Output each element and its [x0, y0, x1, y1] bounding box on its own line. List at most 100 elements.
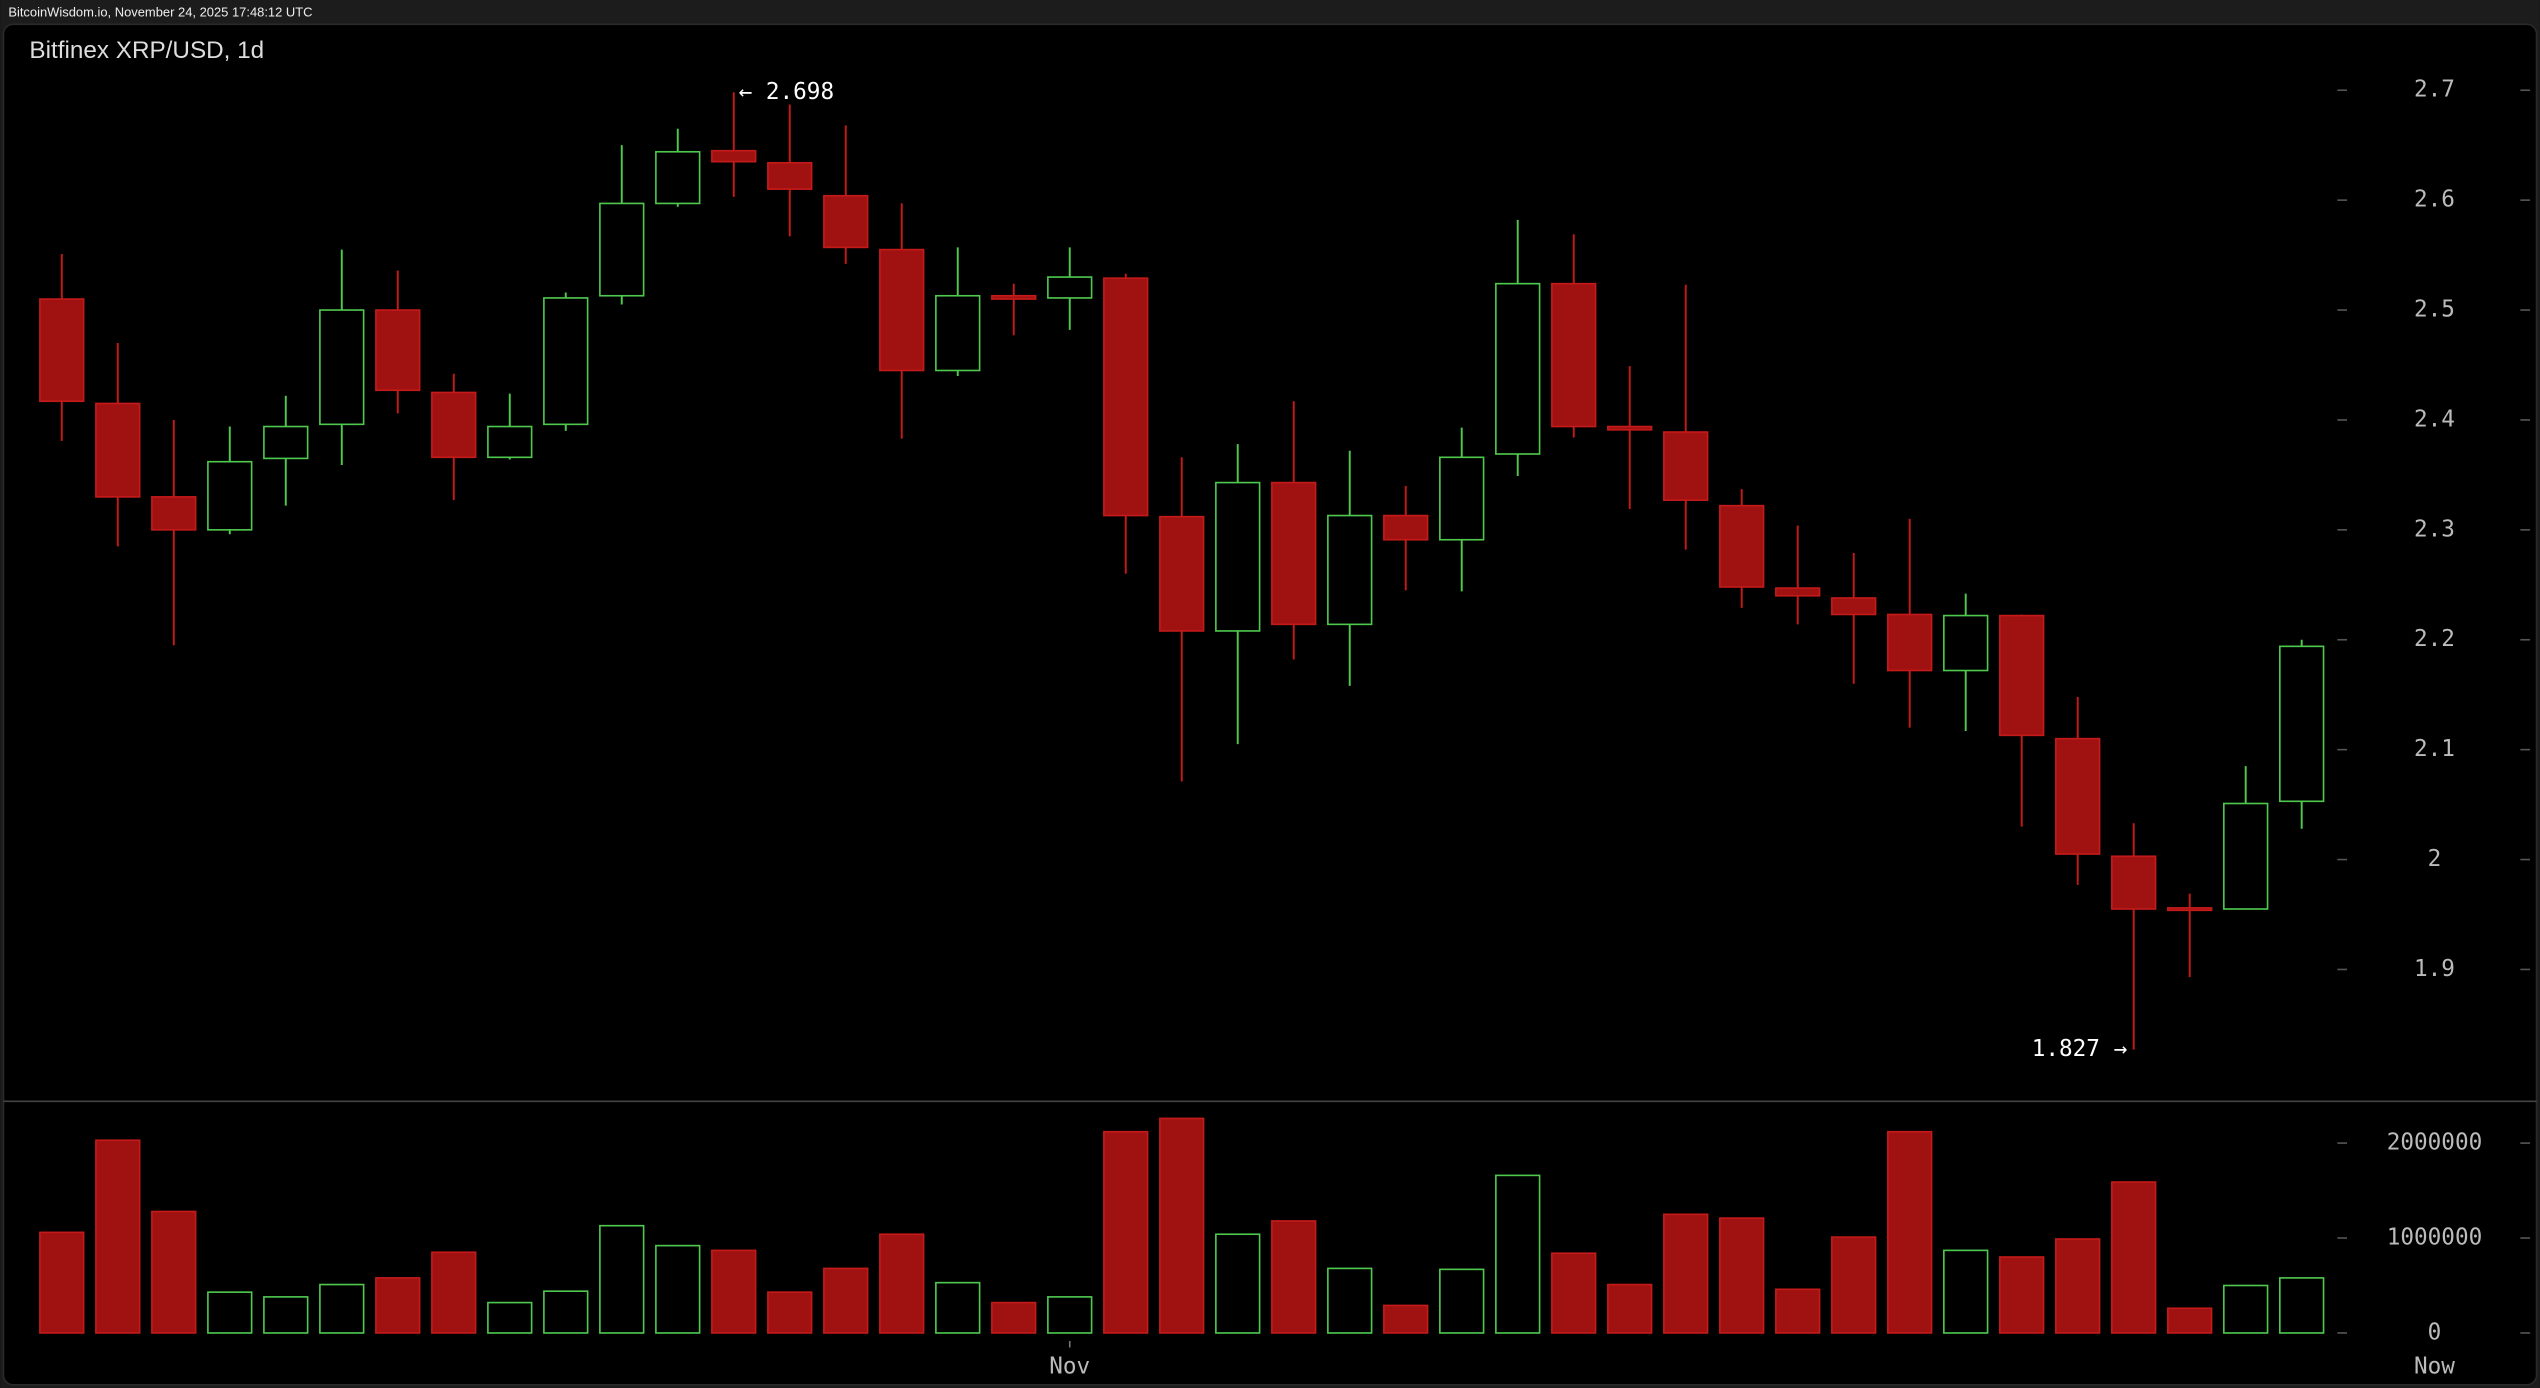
volume-bar	[1439, 1268, 1485, 1334]
candle-body	[95, 402, 141, 498]
volume-bar	[1943, 1249, 1989, 1334]
candle-body	[1383, 514, 1429, 541]
volume-bar	[319, 1283, 365, 1334]
candle-body	[375, 309, 421, 392]
volume-bar	[1775, 1288, 1821, 1334]
candle-body	[1663, 431, 1709, 501]
candle-body	[991, 294, 1037, 300]
y-tick-label: 2.2	[2414, 626, 2455, 652]
y-tick-label: 2.1	[2414, 736, 2455, 762]
volume-bar	[879, 1233, 925, 1334]
candle-body	[1999, 614, 2045, 737]
candle-body	[1495, 282, 1541, 455]
candle-body	[431, 391, 477, 459]
volume-bar	[655, 1244, 701, 1334]
volume-bar	[711, 1249, 757, 1334]
x-end-label: Now	[2414, 1353, 2455, 1379]
volume-bar	[1047, 1296, 1093, 1334]
volume-bar	[1103, 1130, 1149, 1334]
y-tick-label: 2.4	[2414, 406, 2455, 432]
candle-body	[1943, 614, 1989, 672]
candle-body	[655, 150, 701, 205]
candle-body	[2279, 645, 2325, 803]
volume-bar	[1551, 1252, 1597, 1334]
volume-bar	[1607, 1283, 1653, 1334]
volume-bar	[1327, 1267, 1373, 1334]
y-tick-label: 2.3	[2414, 516, 2455, 542]
candle-body	[2223, 802, 2269, 910]
candle-body	[1887, 613, 1933, 672]
candle-body	[1439, 456, 1485, 541]
volume-bar	[151, 1210, 197, 1334]
candle-body	[1831, 597, 1877, 616]
volume-bar	[487, 1301, 533, 1334]
candle-body	[2055, 737, 2101, 855]
volume-tick-label: 0	[2428, 1319, 2442, 1345]
volume-bar	[2167, 1307, 2213, 1334]
candle-body	[1159, 515, 1205, 632]
candle-body	[1775, 587, 1821, 597]
volume-bar	[935, 1281, 981, 1334]
volume-bar	[207, 1291, 253, 1334]
volume-bar	[543, 1290, 589, 1334]
volume-bar	[767, 1291, 813, 1334]
candle-body	[1103, 277, 1149, 517]
volume-bar	[1383, 1304, 1429, 1334]
candle-body	[39, 298, 85, 403]
volume-bar	[375, 1277, 421, 1334]
volume-bar	[991, 1301, 1037, 1334]
candle-body	[1047, 276, 1093, 299]
candle-body	[1271, 481, 1317, 626]
candle-body	[543, 297, 589, 426]
y-tick-label: 1.9	[2414, 956, 2455, 982]
candle-body	[711, 149, 757, 163]
candle-body	[1215, 481, 1261, 632]
volume-bar	[2111, 1181, 2157, 1334]
x-tick-label: Nov	[1049, 1353, 1090, 1379]
candle-body	[1719, 504, 1765, 588]
volume-bar	[39, 1231, 85, 1334]
high-annotation: ← 2.698	[739, 79, 834, 105]
volume-bar	[599, 1224, 645, 1334]
y-tick-label: 2.5	[2414, 297, 2455, 323]
volume-bar	[823, 1267, 869, 1334]
candle-body	[879, 248, 925, 372]
candle-body	[2111, 855, 2157, 910]
volume-bar	[2279, 1277, 2325, 1334]
candle-body	[1551, 282, 1597, 428]
volume-bar	[1215, 1233, 1261, 1334]
volume-bar	[1271, 1220, 1317, 1334]
volume-bar	[1495, 1174, 1541, 1334]
volume-tick-label: 2000000	[2387, 1130, 2482, 1156]
candle-body	[767, 161, 813, 190]
volume-bar	[263, 1296, 309, 1334]
volume-bar	[1663, 1213, 1709, 1334]
volume-bar	[2055, 1238, 2101, 1334]
volume-tick-label: 1000000	[2387, 1225, 2482, 1251]
candle-body	[151, 496, 197, 531]
candle-body	[2167, 907, 2213, 912]
y-tick-label: 2.7	[2414, 77, 2455, 103]
candle-body	[207, 460, 253, 531]
candle-body	[599, 202, 645, 297]
candle-body	[487, 425, 533, 459]
candle-body	[1327, 514, 1373, 626]
volume-bar	[2223, 1284, 2269, 1334]
y-tick-label: 2	[2428, 846, 2442, 872]
candle-body	[319, 309, 365, 426]
volume-bar	[1999, 1256, 2045, 1334]
chart-panel	[2, 23, 2538, 1386]
volume-bar	[1887, 1130, 1933, 1334]
volume-bar	[95, 1139, 141, 1334]
candle-body	[1607, 425, 1653, 431]
chart-title: Bitfinex XRP/USD, 1d	[29, 37, 264, 64]
volume-bar	[1719, 1217, 1765, 1334]
y-tick-label: 2.6	[2414, 187, 2455, 213]
candle-body	[263, 425, 309, 460]
candle-body	[823, 194, 869, 249]
volume-bar	[431, 1251, 477, 1334]
volume-bar	[1159, 1117, 1205, 1334]
candle-body	[935, 294, 981, 372]
